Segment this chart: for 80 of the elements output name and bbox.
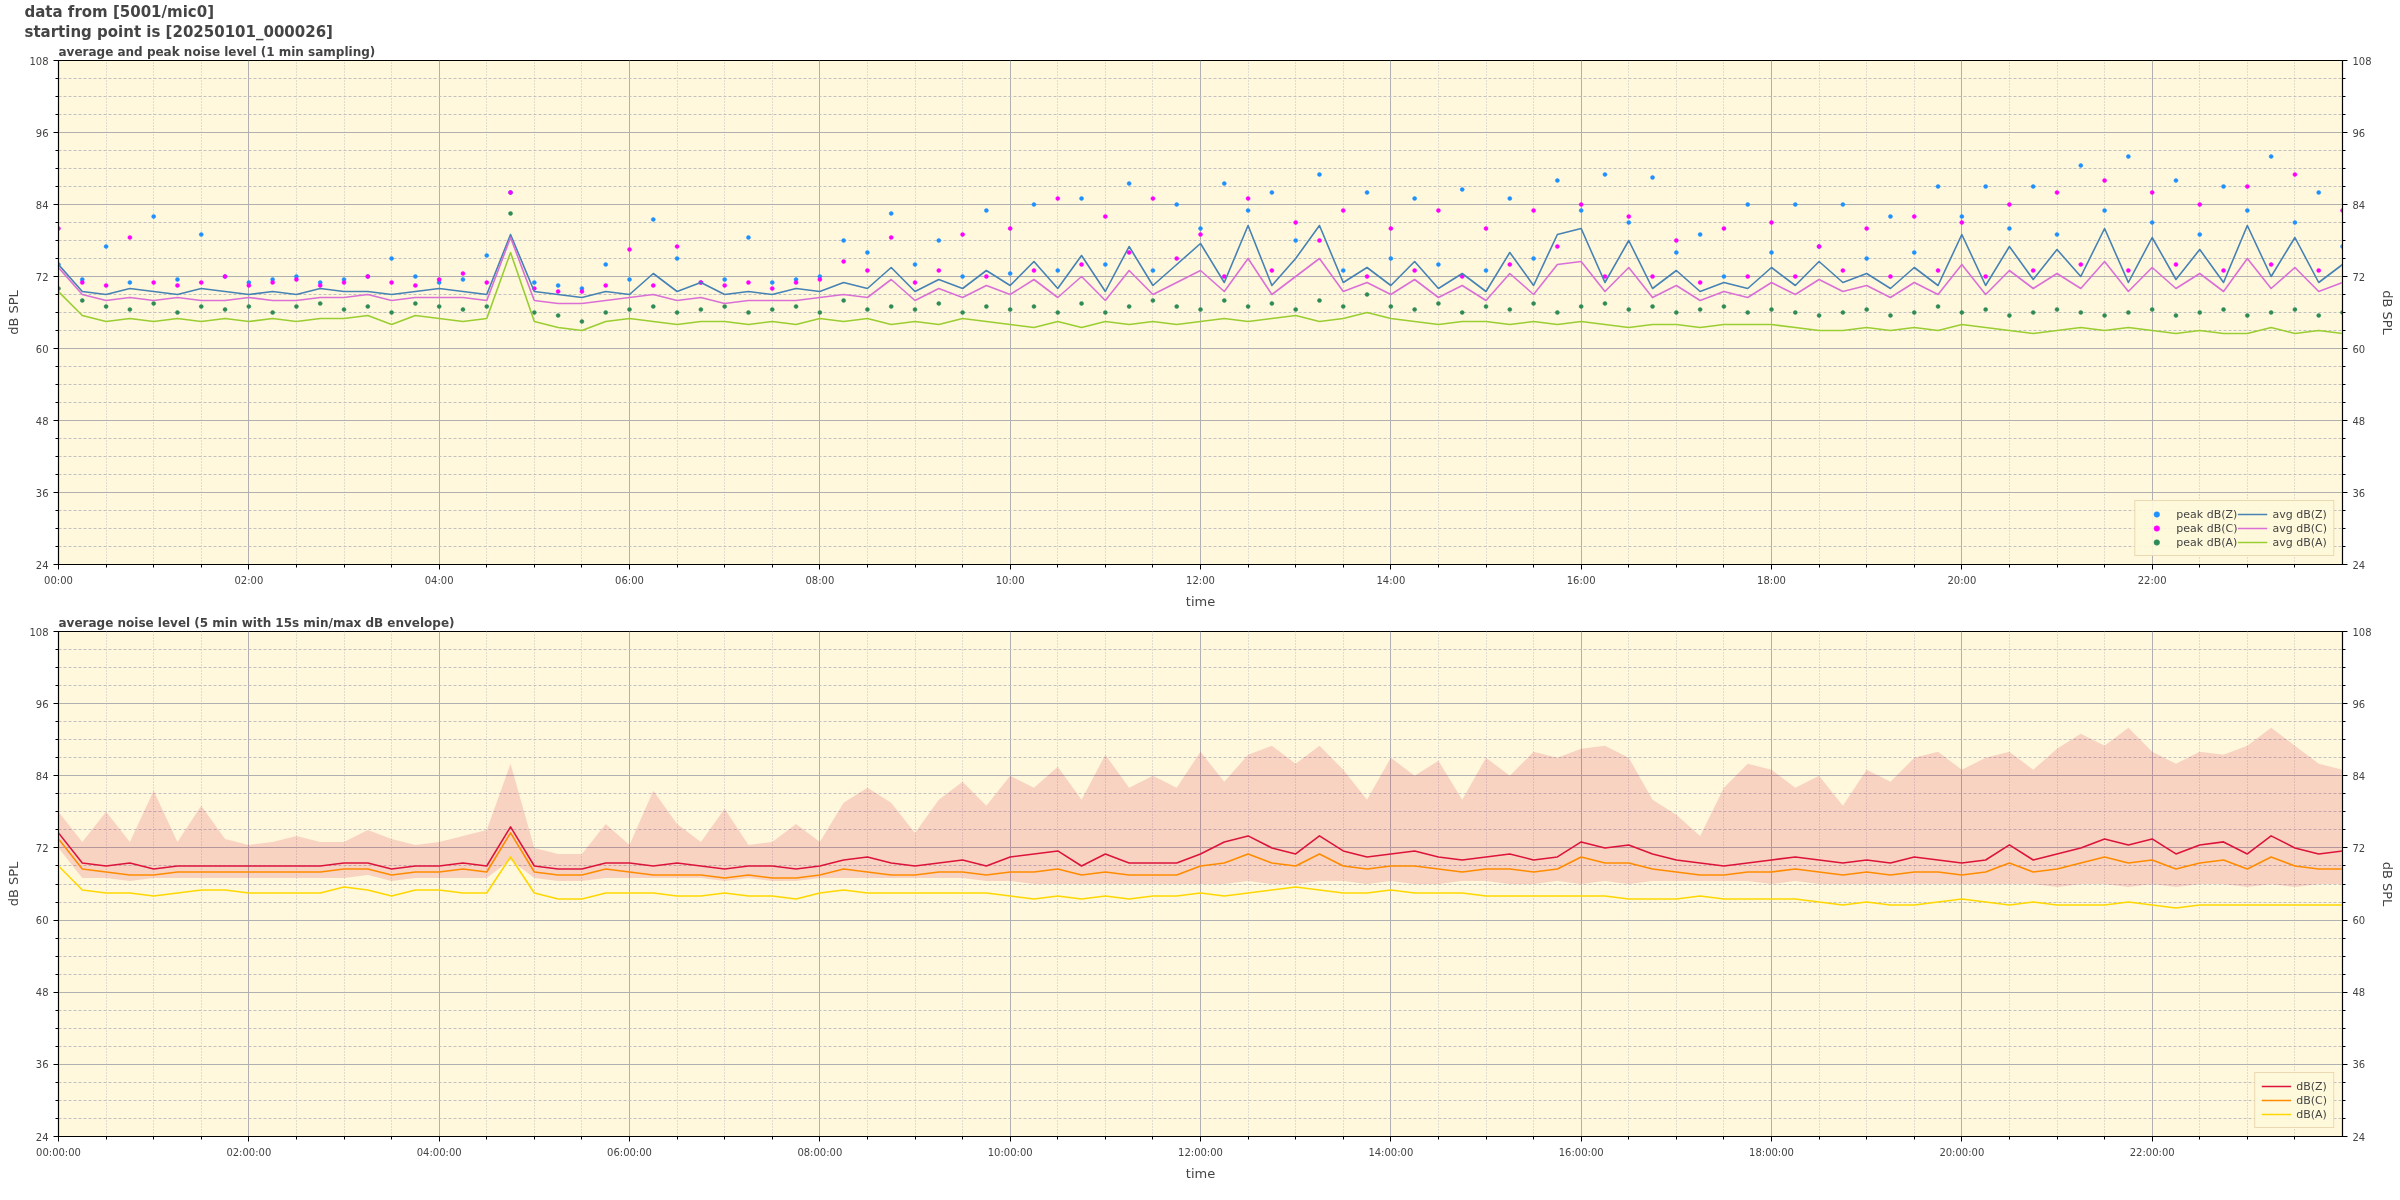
chart-title: average and peak noise level (1 min sampling)	[58, 44, 376, 59]
legend-label: dB(C)	[2296, 1093, 2327, 1107]
y-tick-label: 24	[35, 1131, 49, 1143]
y-axis-title: dB SPL	[6, 860, 22, 907]
y2-tick-label: 24	[2352, 559, 2366, 571]
text: data from [5001/mic0]	[24, 2, 214, 21]
y2-tick-label: 108	[2352, 626, 2372, 638]
legend-label: peak dB(C)	[2176, 521, 2238, 535]
chart-title: average noise level (5 min with 15s min/max dB envelope)	[58, 615, 455, 630]
x-tick-label: 18:00:00	[1749, 1146, 1794, 1158]
x-tick-label: 18:00	[1757, 574, 1786, 586]
y2-tick-label: 72	[2352, 271, 2366, 283]
legend-label: dB(A)	[2296, 1107, 2327, 1121]
x-tick-label: 04:00:00	[416, 1146, 462, 1158]
y2-tick-label: 108	[2352, 55, 2372, 67]
x-tick-label: 08:00:00	[797, 1146, 843, 1158]
y-tick-label: 96	[35, 698, 49, 710]
x-tick-label: 20:00:00	[1939, 1146, 1985, 1158]
y2-tick-label: 96	[2352, 127, 2366, 139]
legend-label: dB(Z)	[2296, 1079, 2327, 1093]
line-series	[58, 832, 2343, 879]
x-tick-label: 00:00	[44, 574, 73, 586]
legend-label: avg dB(C)	[2272, 521, 2327, 535]
x-tick-label: 14:00:00	[1368, 1146, 1414, 1158]
y-tick-label: 24	[35, 559, 49, 571]
x-tick-label: 00:00:00	[36, 1146, 81, 1158]
legend-label: avg dB(Z)	[2272, 507, 2327, 521]
legend-label: peak dB(Z)	[2176, 507, 2238, 521]
x-tick-label: 20:00	[1947, 574, 1977, 586]
y-tick-label: 84	[35, 770, 49, 782]
y-tick-label: 60	[35, 915, 49, 927]
x-tick-label: 14:00	[1376, 574, 1406, 586]
x-tick-label: 02:00:00	[226, 1146, 272, 1158]
x-axis-title: time	[1185, 1165, 1216, 1181]
x-tick-label: 22:00	[2137, 574, 2167, 586]
y-tick-label: 72	[35, 271, 49, 283]
y2-axis-title: dB SPL	[2379, 290, 2395, 336]
y-tick-label: 36	[35, 1059, 49, 1071]
y-tick-label: 48	[35, 415, 49, 427]
y-tick-label: 72	[35, 842, 49, 854]
y2-tick-label: 96	[2352, 698, 2366, 710]
x-tick-label: 04:00	[424, 574, 454, 586]
x-tick-label: 16:00:00	[1558, 1146, 1604, 1158]
y-tick-label: 60	[35, 343, 49, 355]
x-tick-label: 08:00	[805, 574, 835, 586]
y-tick-label: 108	[29, 626, 49, 638]
line-series	[58, 251, 2343, 335]
x-tick-label: 06:00:00	[607, 1146, 652, 1158]
y2-tick-label: 24	[2352, 1131, 2366, 1143]
x-tick-label: 16:00	[1566, 574, 1596, 586]
y2-tick-label: 48	[2352, 987, 2366, 999]
x-tick-label: 06:00	[615, 574, 644, 586]
y2-tick-label: 60	[2352, 915, 2366, 927]
x-axis-title: time	[1185, 593, 1216, 609]
y-tick-label: 108	[29, 55, 49, 67]
x-tick-label: 22:00:00	[2129, 1146, 2175, 1158]
text: starting point is [20250101_000026]	[24, 22, 333, 41]
y2-tick-label: 48	[2352, 415, 2366, 427]
y-tick-label: 84	[35, 199, 49, 211]
y2-axis-title: dB SPL	[2379, 861, 2395, 908]
y2-tick-label: 84	[2352, 199, 2366, 211]
y2-tick-label: 72	[2352, 842, 2366, 854]
y-tick-label: 96	[35, 127, 49, 139]
y-axis-title: dB SPL	[6, 289, 22, 335]
y-tick-label: 36	[35, 487, 49, 499]
x-tick-label: 02:00	[234, 574, 264, 586]
legend-label: peak dB(A)	[2176, 535, 2238, 549]
line-series	[58, 856, 2343, 909]
x-tick-label: 12:00:00	[1178, 1146, 1223, 1158]
x-tick-label: 10:00:00	[987, 1146, 1033, 1158]
legend-label: avg dB(A)	[2272, 535, 2327, 549]
line-series	[58, 826, 2343, 870]
y2-tick-label: 36	[2352, 1059, 2366, 1071]
y2-tick-label: 36	[2352, 487, 2366, 499]
y-tick-label: 48	[35, 987, 49, 999]
y2-tick-label: 84	[2352, 770, 2366, 782]
line-series	[58, 224, 2343, 299]
x-tick-label: 12:00	[1186, 574, 1215, 586]
x-tick-label: 10:00	[995, 574, 1025, 586]
y2-tick-label: 60	[2352, 343, 2366, 355]
